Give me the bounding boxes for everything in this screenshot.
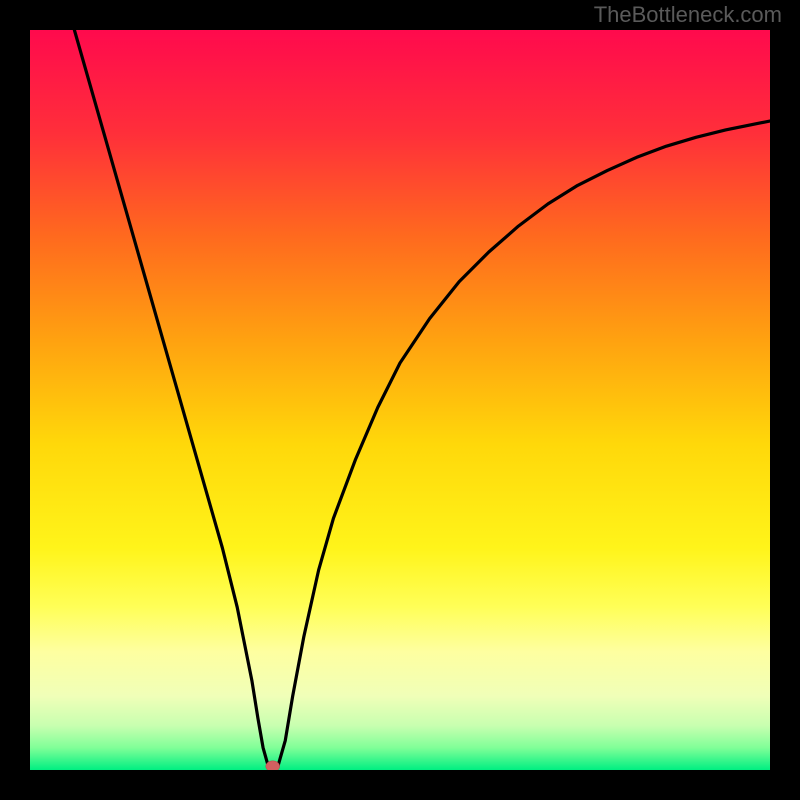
bottleneck-curve (74, 30, 770, 766)
watermark-text: TheBottleneck.com (594, 2, 782, 28)
plot-area (30, 30, 770, 770)
minimum-marker (266, 761, 280, 770)
chart-svg (30, 30, 770, 770)
